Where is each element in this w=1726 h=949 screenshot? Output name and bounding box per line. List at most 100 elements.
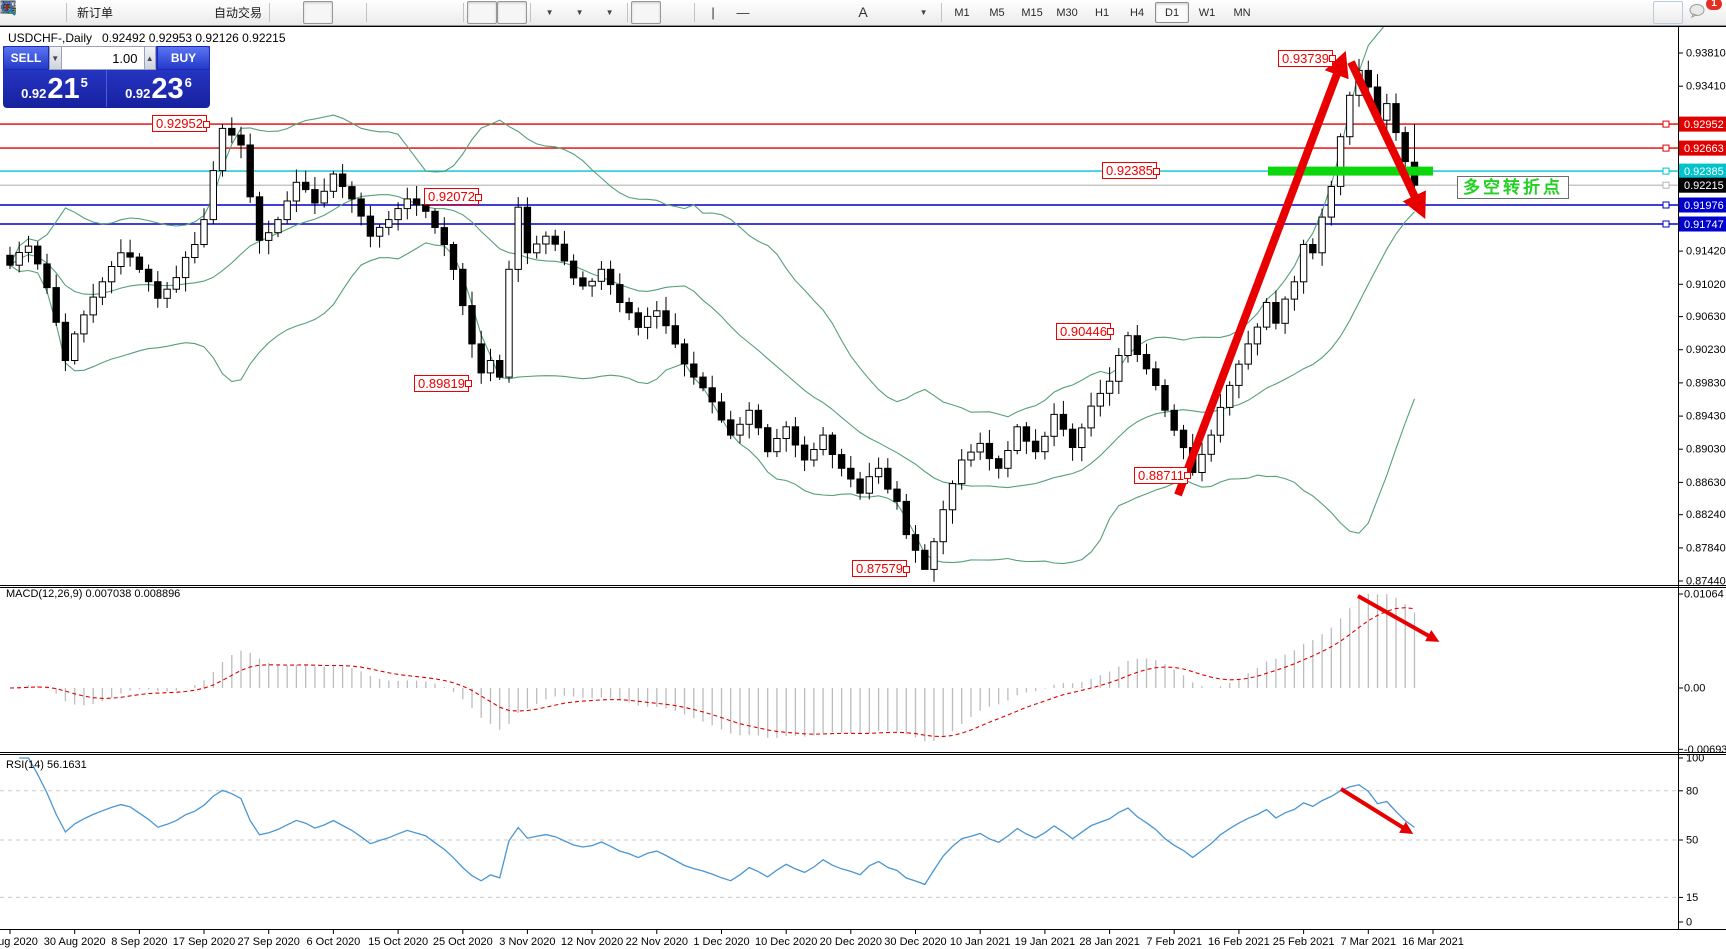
- buy-price-small: 0.92: [125, 86, 151, 101]
- line-handle[interactable]: [1662, 120, 1670, 128]
- timeframe-button-m30[interactable]: M30: [1056, 6, 1078, 19]
- price-axis-label: 0.89830: [1686, 377, 1726, 389]
- volume-increase-button[interactable]: ▲: [143, 46, 156, 70]
- note-annotation[interactable]: 多空转折点: [1457, 176, 1569, 199]
- equidistant-channel-tool-icon[interactable]: E: [0, 1, 818, 24]
- cursor-tool-icon[interactable]: [3, 1, 662, 24]
- time-axis-label: 1 Dec 2020: [693, 936, 749, 948]
- add-indicator-button[interactable]: ▼: [0, 1, 564, 24]
- volume-input[interactable]: [61, 46, 144, 70]
- notifications-icon[interactable]: 1: [1687, 0, 1722, 24]
- trend-arrow[interactable]: [1347, 60, 1426, 219]
- line-chart-type-icon[interactable]: [0, 1, 363, 24]
- market-icon[interactable]: [1, 1, 177, 24]
- price-tag-label: 0.92663: [1684, 143, 1724, 155]
- candlestick-chart-type-icon[interactable]: [1, 1, 334, 24]
- line-handle[interactable]: [1662, 181, 1670, 189]
- price-tag: [1679, 116, 1726, 132]
- volume-decrease-button[interactable]: ▼: [49, 46, 62, 70]
- timeframe-button-h4[interactable]: H4: [1130, 6, 1145, 19]
- vertical-line-tool-icon[interactable]: |: [711, 5, 715, 20]
- line-handle[interactable]: [1662, 220, 1670, 228]
- price-axis-label: 0.89430: [1686, 411, 1726, 423]
- time-axis-label: 27 Sep 2020: [238, 936, 300, 948]
- signal-icon[interactable]: [1, 1, 207, 24]
- price-annotation[interactable]: 0.89819: [414, 374, 472, 392]
- price-annotation[interactable]: 0.93739: [1278, 49, 1336, 67]
- trend-arrow[interactable]: [1174, 50, 1349, 497]
- chevron-down-icon: ▼: [545, 8, 554, 17]
- text-label-tool-icon[interactable]: T: [0, 1, 908, 24]
- symbol-period-label: USDCHF-,Daily: [8, 31, 92, 45]
- price-annotation[interactable]: 0.92072: [424, 188, 482, 206]
- crosshair-tool-icon[interactable]: [1, 1, 691, 24]
- fibonacci-tool-icon[interactable]: F: [1, 1, 848, 24]
- price-tag: [1679, 140, 1726, 156]
- price-axis-label: 0.89030: [1686, 444, 1726, 456]
- rsi-scale-label: 0: [1686, 917, 1692, 929]
- search-icon[interactable]: [1, 1, 1683, 24]
- horizontal-line-tool-icon[interactable]: —: [736, 5, 750, 20]
- timeframe-button-m5[interactable]: M5: [989, 6, 1005, 19]
- time-axis-label: 20 Dec 2020: [820, 936, 882, 948]
- auto-trading-button[interactable]: 自动交易: [2, 1, 266, 24]
- timeframe-button-h1[interactable]: H1: [1095, 6, 1110, 19]
- price-tag-label: 0.91747: [1684, 219, 1724, 231]
- periods-button[interactable]: ▼: [1, 1, 594, 24]
- sell-button[interactable]: SELL: [3, 46, 49, 70]
- buy-button[interactable]: BUY: [157, 46, 210, 70]
- timeframe-button-d1[interactable]: D1: [1155, 2, 1190, 23]
- zoom-out-icon[interactable]: [1, 1, 430, 24]
- crayon-icon[interactable]: [0, 1, 147, 24]
- bollinger-band: [9, 194, 1415, 489]
- ohlc-values: 0.92492 0.92953 0.92126 0.92215: [102, 31, 286, 45]
- timeframe-button-mn[interactable]: MN: [1233, 6, 1251, 19]
- price-annotation[interactable]: 0.87579: [852, 560, 910, 578]
- price-annotation[interactable]: 0.90446: [1056, 322, 1114, 340]
- buy-price[interactable]: 0.92 23 6: [107, 70, 210, 107]
- price-axis-label: 0.88630: [1686, 477, 1726, 489]
- price-axis-label: 0.93810: [1686, 48, 1726, 60]
- new-order-button[interactable]: 新订单: [0, 0, 117, 24]
- price-annotation[interactable]: 0.88711: [1134, 466, 1192, 484]
- price-tag: [1679, 163, 1726, 179]
- timeframe-button-w1[interactable]: W1: [1198, 6, 1216, 19]
- auto-scroll-icon[interactable]: [1, 1, 498, 24]
- time-axis-label: 3 Nov 2020: [499, 936, 555, 948]
- bollinger-band: [9, 18, 1415, 418]
- macd-scale-label: 0.00: [1684, 683, 1705, 695]
- rsi-arrow[interactable]: [1339, 787, 1414, 835]
- line-handle[interactable]: [1662, 201, 1670, 209]
- time-axis-label: 10 Dec 2020: [755, 936, 817, 948]
- zoom-in-icon[interactable]: [1, 1, 400, 24]
- time-axis-label: 25 Feb 2021: [1273, 936, 1335, 948]
- sell-price[interactable]: 0.92 21 5: [3, 70, 106, 107]
- time-axis-label: 16 Feb 2021: [1208, 936, 1270, 948]
- time-axis-label: 8 Sep 2020: [111, 936, 167, 948]
- chart-shift-icon[interactable]: [1, 1, 528, 24]
- price-axis-label: 0.91420: [1686, 246, 1726, 258]
- time-axis-label: 30 Aug 2020: [44, 936, 106, 948]
- bar-chart-type-icon[interactable]: [1, 1, 303, 24]
- chevron-down-icon: ▼: [919, 8, 928, 17]
- text-tool-icon[interactable]: A: [858, 4, 868, 20]
- timeframe-button-m15[interactable]: M15: [1021, 6, 1043, 19]
- rsi-line: [19, 757, 1415, 886]
- profile-window-icon[interactable]: [0, 0, 63, 24]
- price-annotation[interactable]: 0.92385: [1102, 162, 1160, 180]
- line-handle[interactable]: [1662, 167, 1670, 175]
- price-annotation[interactable]: 0.92952: [152, 115, 210, 133]
- macd-arrow[interactable]: [1357, 594, 1440, 642]
- template-button[interactable]: ▼: [0, 1, 624, 24]
- support-zone-bar[interactable]: [1268, 166, 1433, 176]
- macd-histogram: [18, 594, 1416, 742]
- price-tag-label: 0.92952: [1684, 119, 1724, 131]
- arrows-tool-icon[interactable]: ▼: [0, 0, 938, 24]
- chart-title: USDCHF-,Daily 0.92492 0.92953 0.92126 0.9…: [8, 31, 286, 45]
- timeframe-button-m1[interactable]: M1: [954, 6, 970, 19]
- price-axis-label: 0.87840: [1686, 542, 1726, 554]
- trendline-tool-icon[interactable]: [1, 1, 788, 24]
- tile-windows-icon[interactable]: [0, 0, 460, 24]
- line-handle[interactable]: [1662, 144, 1670, 152]
